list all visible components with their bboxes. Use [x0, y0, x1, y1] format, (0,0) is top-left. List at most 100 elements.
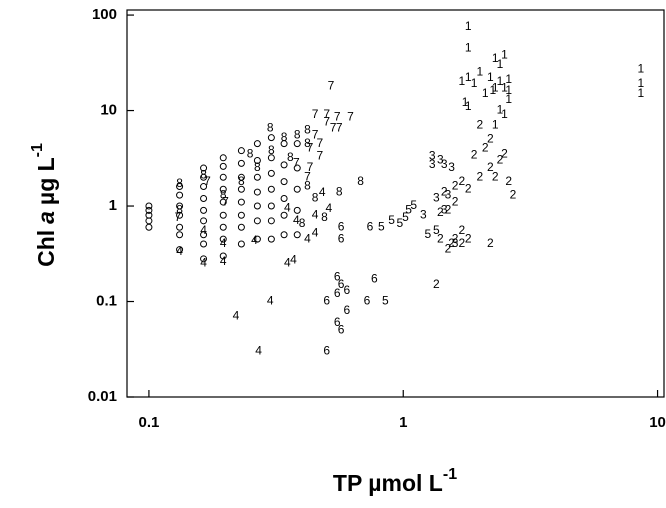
point: 4: [284, 200, 291, 214]
point: 1: [638, 86, 645, 100]
y-axis-title: Chl a µg L-1: [29, 143, 59, 267]
point: [219, 154, 227, 162]
point: 1: [462, 95, 469, 109]
point: 1: [492, 81, 499, 95]
point: 7: [334, 109, 341, 123]
point: [200, 194, 208, 202]
point: 2: [505, 174, 512, 188]
point: 1: [501, 107, 508, 121]
point: 6: [323, 344, 330, 358]
point: 8: [304, 179, 311, 193]
point: 6: [338, 219, 345, 233]
point: 2: [497, 153, 504, 167]
point: 8: [247, 146, 254, 160]
point: [280, 178, 288, 186]
point: 4: [267, 294, 274, 308]
point: 1: [465, 19, 472, 33]
point: [280, 161, 288, 169]
point: 2: [437, 205, 444, 219]
y-tick-label: 0.1: [96, 292, 117, 309]
point: [176, 246, 184, 254]
point: 7: [323, 115, 330, 129]
point: 1: [501, 47, 508, 61]
point: 5: [388, 213, 395, 227]
point: 2: [465, 181, 472, 195]
point: 3: [433, 191, 440, 205]
point: [200, 231, 208, 239]
point: [267, 185, 275, 193]
point: 3: [445, 187, 452, 201]
point: 2: [445, 242, 452, 256]
point: 8: [312, 191, 319, 205]
point: [219, 173, 227, 181]
point: 4: [200, 223, 207, 237]
point: 7: [204, 174, 211, 188]
point: 4: [312, 207, 319, 221]
point: 3: [420, 207, 427, 221]
point: 4: [304, 231, 311, 245]
x-axis-title: TP µmol L-1: [333, 466, 457, 496]
plot-frame: [126, 9, 665, 398]
point: [280, 140, 288, 148]
point: 2: [452, 231, 459, 245]
point: 4: [284, 256, 291, 270]
point: 5: [410, 198, 417, 212]
point: 1: [465, 40, 472, 54]
point: 8: [321, 210, 328, 224]
y-label-italic: a: [33, 211, 59, 224]
point: 6: [367, 219, 374, 233]
point: 6: [334, 315, 341, 329]
point: 2: [501, 146, 508, 160]
point: 1: [476, 65, 483, 79]
x-tick-label: 10: [649, 414, 666, 431]
point: 2: [487, 131, 494, 145]
point: [267, 202, 275, 210]
point: 8: [336, 184, 343, 198]
point: 2: [448, 236, 455, 250]
point: 8: [281, 130, 288, 144]
point: 5: [402, 210, 409, 224]
point: [176, 202, 184, 210]
point: 6: [334, 286, 341, 300]
point: 6: [338, 231, 345, 245]
point: [219, 162, 227, 170]
point: 2: [452, 179, 459, 193]
point: [237, 240, 245, 248]
point: 3: [452, 236, 459, 250]
point: 4: [312, 225, 319, 239]
point: 8: [357, 174, 364, 188]
point: 1: [497, 74, 504, 88]
point: 1: [489, 83, 496, 97]
point: 2: [487, 160, 494, 174]
point: 6: [334, 269, 341, 283]
point: 7: [307, 141, 314, 155]
point: 2: [445, 203, 452, 217]
point: [293, 164, 301, 172]
point: [219, 252, 227, 260]
point: 7: [323, 107, 330, 121]
point: 1: [497, 103, 504, 117]
point: [293, 140, 301, 148]
x-label-sup: -1: [443, 466, 457, 483]
point: 4: [220, 254, 227, 268]
point: 6: [343, 283, 350, 297]
point: [176, 223, 184, 231]
point: [253, 188, 261, 196]
point: [219, 235, 227, 243]
y-tick-label: 1: [109, 197, 117, 214]
point: 7: [347, 109, 354, 123]
point: 1: [471, 76, 478, 90]
point: [200, 206, 208, 214]
point: 8: [304, 123, 311, 137]
point: 7: [312, 128, 319, 142]
point: 8: [220, 187, 227, 201]
point: 4: [255, 344, 262, 358]
point: 2: [510, 187, 517, 201]
point: 2: [459, 236, 466, 250]
point: 7: [317, 136, 324, 150]
point: [293, 185, 301, 193]
point: 6: [364, 294, 371, 308]
point: [237, 147, 245, 155]
point: [237, 185, 245, 193]
point: 3: [429, 157, 436, 171]
